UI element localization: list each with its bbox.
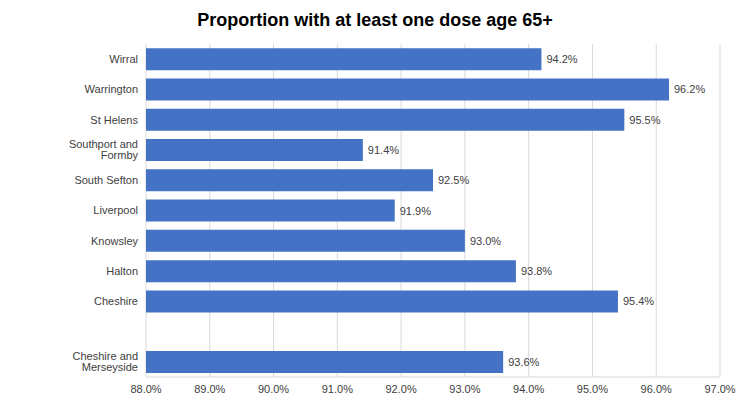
svg-text:95.5%: 95.5% <box>629 114 660 126</box>
svg-text:Cheshire: Cheshire <box>94 295 138 307</box>
svg-text:Cheshire andMerseyside: Cheshire andMerseyside <box>73 350 138 373</box>
svg-text:93.6%: 93.6% <box>508 356 539 368</box>
svg-text:88.0%: 88.0% <box>130 383 161 395</box>
svg-text:91.0%: 91.0% <box>322 383 353 395</box>
svg-text:96.0%: 96.0% <box>641 383 672 395</box>
svg-text:95.0%: 95.0% <box>577 383 608 395</box>
svg-text:91.9%: 91.9% <box>400 205 431 217</box>
svg-text:Liverpool: Liverpool <box>93 204 138 216</box>
svg-text:94.0%: 94.0% <box>513 383 544 395</box>
svg-text:93.0%: 93.0% <box>449 383 480 395</box>
svg-text:Warrington: Warrington <box>85 83 138 95</box>
svg-text:91.4%: 91.4% <box>368 144 399 156</box>
svg-text:97.0%: 97.0% <box>704 383 735 395</box>
svg-text:Halton: Halton <box>106 265 138 277</box>
svg-text:92.5%: 92.5% <box>438 174 469 186</box>
html-text:Proportion with at least one d: Proportion with at least one dose age 65… <box>197 10 553 30</box>
svg-text:93.8%: 93.8% <box>521 265 552 277</box>
svg-text:Southport andFormby: Southport andFormby <box>69 138 139 161</box>
svg-text:94.2%: 94.2% <box>546 53 577 65</box>
svg-text:89.0%: 89.0% <box>194 383 225 395</box>
svg-text:South Sefton: South Sefton <box>74 174 138 186</box>
svg-text:92.0%: 92.0% <box>386 383 417 395</box>
svg-text:Wirral: Wirral <box>109 53 138 65</box>
svg-text:96.2%: 96.2% <box>674 83 705 95</box>
svg-text:95.4%: 95.4% <box>623 295 654 307</box>
svg-text:Knowsley: Knowsley <box>91 235 139 247</box>
svg-text:St Helens: St Helens <box>90 114 138 126</box>
svg-text:90.0%: 90.0% <box>258 383 289 395</box>
svg-text:93.0%: 93.0% <box>470 235 501 247</box>
